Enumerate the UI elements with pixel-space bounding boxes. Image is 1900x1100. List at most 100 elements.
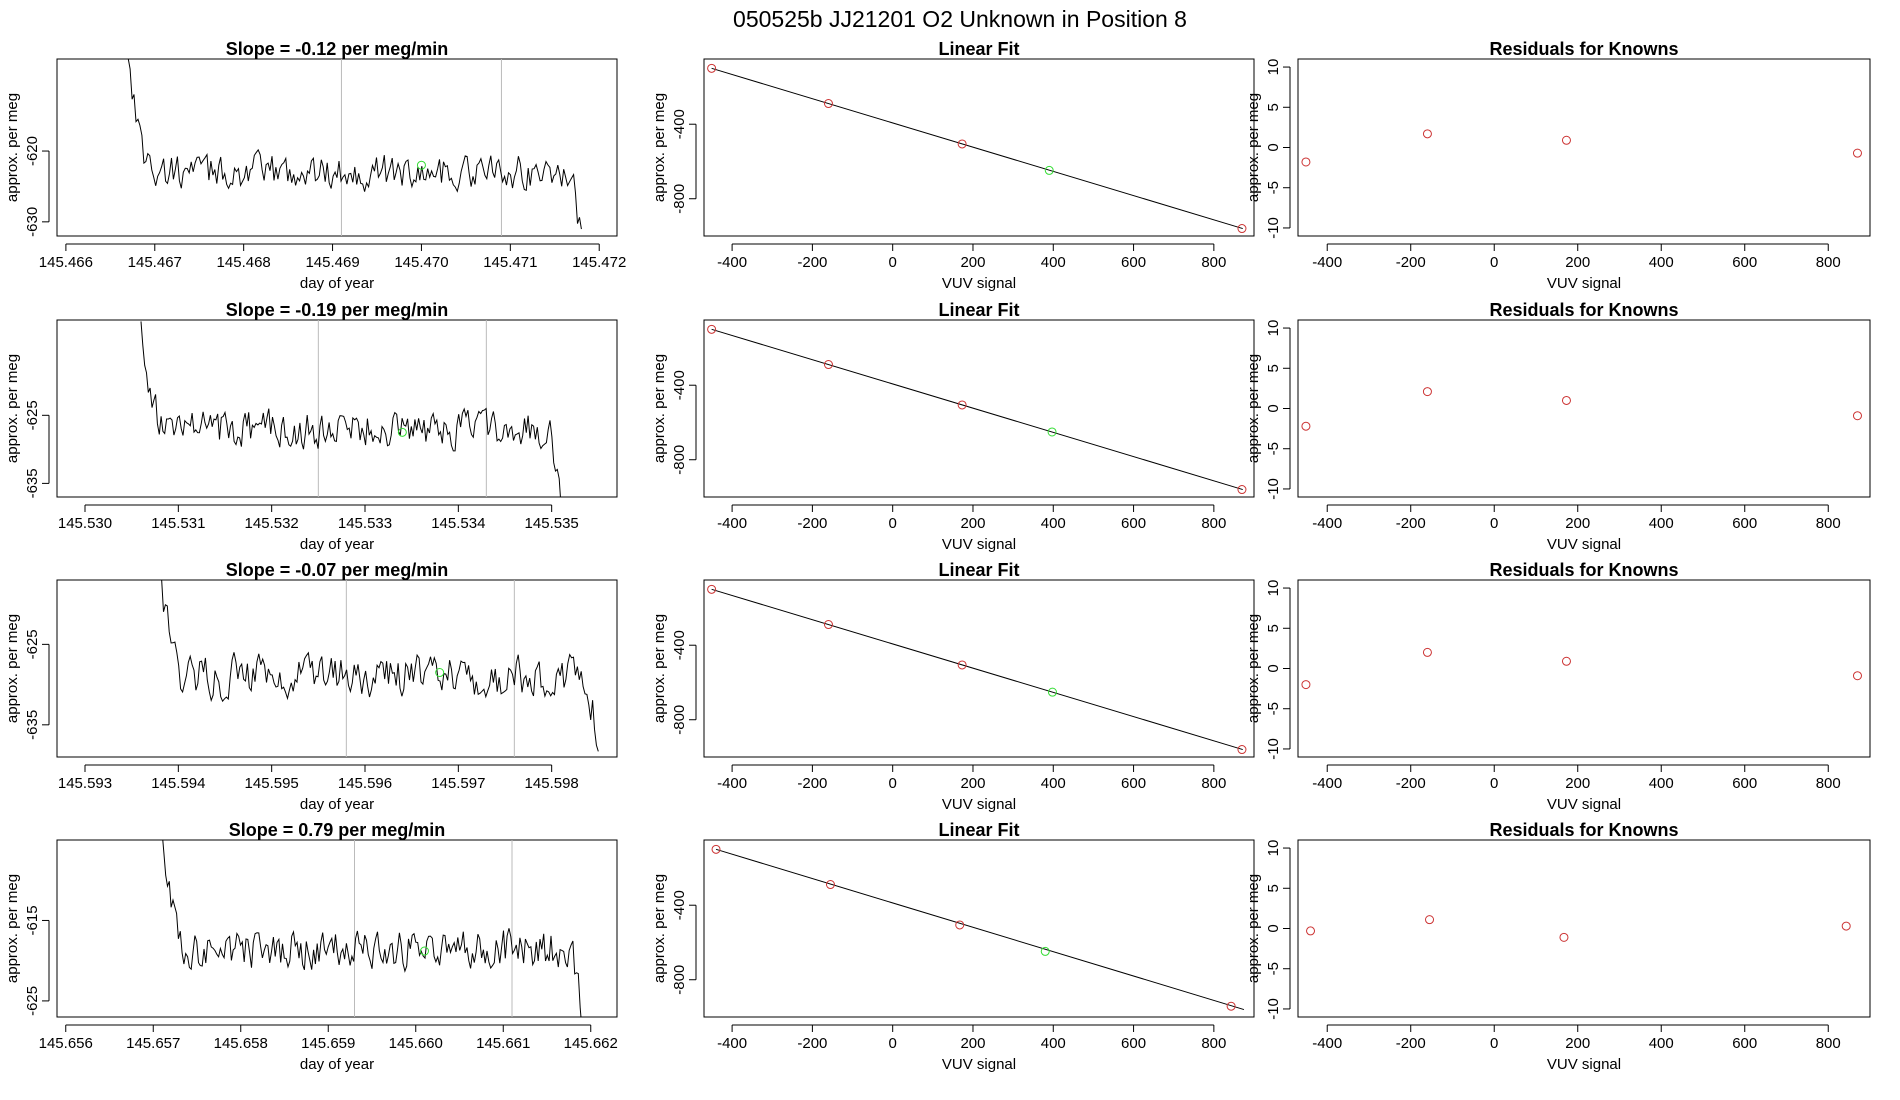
x-tick-label: 400 (1649, 1035, 1674, 1052)
plot-area (127, 59, 582, 236)
panel-title: Slope = 0.79 per meg/min (229, 820, 446, 840)
x-tick-label: 400 (1649, 775, 1674, 792)
panels-grid: Slope = -0.12 per meg/min 145.466 145.467 1… (4, 39, 1871, 1073)
unknown-point (1047, 427, 1057, 437)
x-tick-label: 145.470 (394, 254, 448, 271)
y-tick-label: -10 (1265, 478, 1282, 500)
y-tick-label: -800 (671, 965, 688, 995)
known-point (955, 920, 965, 930)
x-tick-label: 145.534 (431, 515, 485, 532)
y-tick-label: -635 (24, 710, 41, 740)
x-axis-label: VUV signal (1547, 1056, 1621, 1073)
x-tick-label: 0 (1490, 254, 1498, 271)
residual-point (1422, 387, 1432, 397)
plot-frame (703, 58, 1255, 237)
y-tick-label: -5 (1265, 442, 1282, 455)
panel-title: Slope = -0.07 per meg/min (226, 560, 449, 580)
y-tick-label: -800 (671, 184, 688, 214)
y-tick-label: 5 (1265, 624, 1282, 632)
plot-frame (1297, 579, 1871, 758)
residual-point (1852, 411, 1862, 421)
x-tick-label: 400 (1649, 254, 1674, 271)
x-tick-label: 0 (889, 775, 897, 792)
fit-line (711, 588, 1243, 751)
x-tick-label: 400 (1649, 515, 1674, 532)
fit-line (715, 848, 1245, 1011)
y-tick-label: 0 (1265, 664, 1282, 672)
panel-title: Residuals for Knowns (1489, 560, 1678, 580)
residual-point (1301, 421, 1311, 431)
residual-point (1425, 915, 1435, 925)
x-tick-label: 145.595 (245, 775, 299, 792)
x-tick-label: 600 (1732, 1035, 1757, 1052)
x-tick-label: 145.471 (483, 254, 537, 271)
plot-frame (703, 839, 1255, 1018)
known-point (707, 584, 717, 594)
plot-area (1301, 129, 1862, 167)
known-point (957, 139, 967, 149)
panel-1-2: Linear Fit -400 -200 0 200 400 600 800 VUV signa… (651, 39, 1255, 292)
fit-line (711, 328, 1243, 491)
panel-2-2: Linear Fit -400 -200 0 200 400 600 800 VUV signa… (651, 300, 1255, 553)
y-tick-label: -800 (671, 705, 688, 735)
x-tick-label: 145.532 (245, 515, 299, 532)
y-axis-label: approx. per meg (4, 93, 21, 202)
x-tick-label: -200 (1396, 254, 1426, 271)
x-tick-label: 600 (1121, 254, 1146, 271)
panel-1-3: Residuals for Knowns -400 -200 0 200 400 600 80… (1245, 39, 1871, 292)
figure-title: 050525b JJ21201 O2 Unknown in Position 8 (733, 6, 1187, 32)
x-tick-label: -400 (717, 254, 747, 271)
panel-title: Slope = -0.12 per meg/min (226, 39, 449, 59)
panel-4-2: Linear Fit -400 -200 0 200 400 600 800 VUV signa… (651, 820, 1255, 1073)
y-tick-label: -800 (671, 445, 688, 475)
x-tick-label: 145.535 (525, 515, 579, 532)
x-tick-label: 145.468 (217, 254, 271, 271)
x-axis-label: day of year (300, 536, 374, 553)
y-tick-label: -400 (671, 890, 688, 920)
x-tick-label: 145.657 (126, 1035, 180, 1052)
x-tick-label: -400 (717, 775, 747, 792)
x-tick-label: 600 (1121, 775, 1146, 792)
unknown-point (1040, 946, 1050, 956)
x-tick-label: 600 (1732, 254, 1757, 271)
x-tick-label: -400 (717, 1035, 747, 1052)
fit-line (711, 67, 1243, 230)
known-point (1237, 745, 1247, 755)
x-tick-label: 200 (1565, 1035, 1590, 1052)
x-tick-label: 600 (1121, 1035, 1146, 1052)
y-tick-label: -615 (24, 905, 41, 935)
known-point (711, 844, 721, 854)
x-axis-label: day of year (300, 275, 374, 292)
x-tick-label: -200 (1396, 1035, 1426, 1052)
y-tick-label: -400 (671, 370, 688, 400)
x-axis-label: VUV signal (1547, 536, 1621, 553)
y-tick-label: -630 (24, 207, 41, 237)
panel-title: Linear Fit (938, 560, 1019, 580)
x-tick-label: 800 (1816, 515, 1841, 532)
panel-title: Residuals for Knowns (1489, 820, 1678, 840)
panel-title: Linear Fit (938, 39, 1019, 59)
residual-point (1301, 157, 1311, 167)
x-axis-label: day of year (300, 1056, 374, 1073)
panel-4-1: Slope = 0.79 per meg/min 145.656 145.657 14… (4, 820, 618, 1073)
x-tick-label: 400 (1041, 515, 1066, 532)
plot-area (707, 584, 1247, 755)
x-axis-label: VUV signal (1547, 796, 1621, 813)
x-tick-label: 0 (1490, 775, 1498, 792)
signal-trace (140, 321, 561, 497)
panel-2-3: Residuals for Knowns -400 -200 0 200 400 600 80… (1245, 300, 1871, 553)
x-tick-label: 145.466 (39, 254, 93, 271)
residual-point (1422, 129, 1432, 139)
x-tick-label: 145.598 (525, 775, 579, 792)
y-tick-label: 0 (1265, 143, 1282, 151)
y-axis-label: approx. per meg (651, 354, 668, 463)
residual-point (1852, 671, 1862, 681)
x-axis-label: VUV signal (942, 1056, 1016, 1073)
x-tick-label: 0 (1490, 515, 1498, 532)
x-tick-label: 400 (1041, 1035, 1066, 1052)
plot-frame (1297, 839, 1871, 1018)
panel-title: Residuals for Knowns (1489, 300, 1678, 320)
plot-frame (1297, 319, 1871, 498)
y-tick-label: -5 (1265, 181, 1282, 194)
known-point (1226, 1001, 1236, 1011)
